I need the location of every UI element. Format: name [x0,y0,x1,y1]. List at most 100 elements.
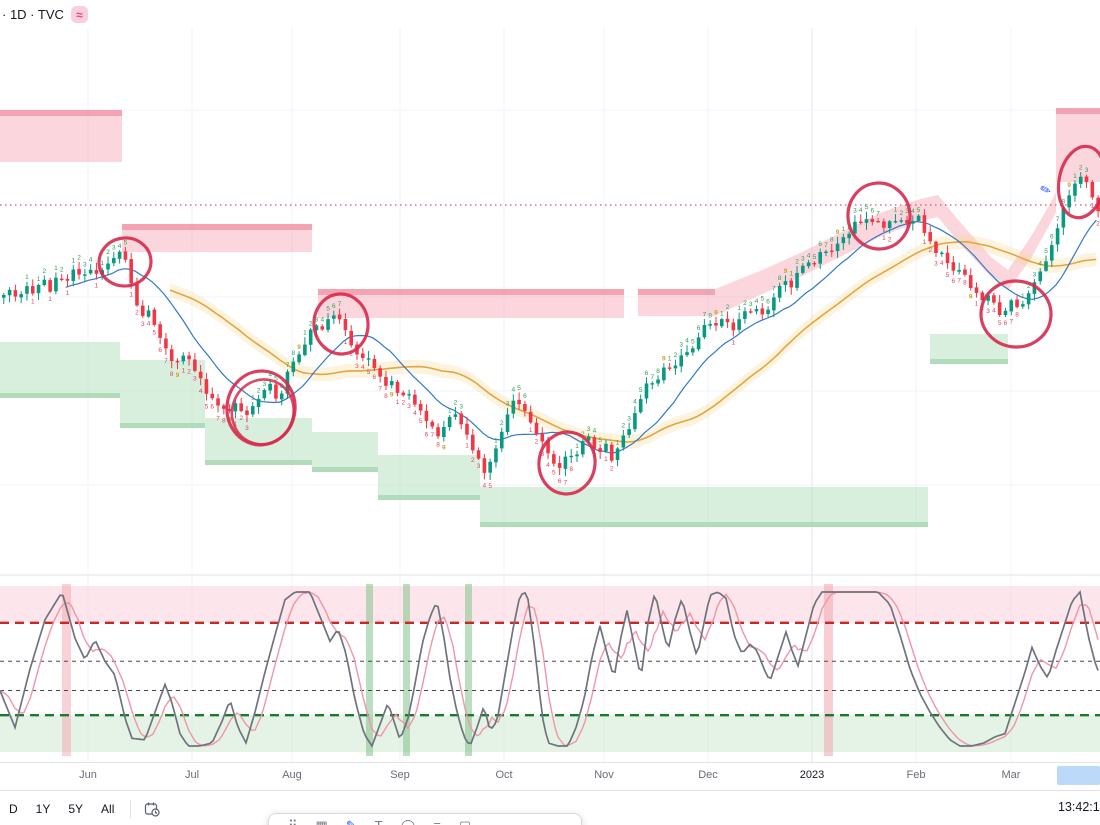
menu-icon[interactable]: ≡ [424,817,450,825]
svg-text:1: 1 [894,207,898,214]
text-tool-icon[interactable]: T [366,817,392,825]
svg-text:5: 5 [760,296,764,303]
svg-text:1: 1 [465,443,469,450]
svg-text:4: 4 [320,317,324,324]
svg-text:2: 2 [1079,165,1083,172]
svg-text:2: 2 [928,247,932,254]
svg-text:4: 4 [685,338,689,345]
svg-text:1: 1 [616,440,620,447]
svg-text:1: 1 [975,301,979,308]
session-clock[interactable]: 13:42:19 [1058,800,1100,814]
svg-text:3: 3 [853,208,857,215]
box-tool-icon[interactable]: ▢ [450,817,480,825]
svg-text:3: 3 [407,403,411,410]
brush-icon[interactable]: ✎ [337,817,366,825]
circle-tool-icon[interactable]: ◯ [392,817,425,825]
svg-text:5: 5 [865,204,869,211]
symbol-title: · 1D · TVC [2,7,64,22]
svg-text:6: 6 [952,278,956,285]
svg-text:6: 6 [373,374,377,381]
svg-text:2: 2 [674,352,678,359]
time-axis-label: Nov [594,769,614,781]
svg-text:1: 1 [251,395,255,402]
svg-text:2: 2 [743,300,747,307]
svg-text:1: 1 [71,258,75,265]
drawing-cursor-icon: ✎ [1038,181,1053,199]
svg-text:6: 6 [210,403,214,410]
svg-text:4: 4 [940,260,944,267]
time-axis-highlight [1057,766,1100,785]
svg-text:1: 1 [1091,203,1095,210]
svg-text:1: 1 [1073,173,1077,180]
svg-text:3: 3 [679,341,683,348]
svg-text:2: 2 [888,236,892,243]
range-button-all[interactable]: All [101,801,115,816]
svg-text:8: 8 [778,275,782,282]
svg-text:3: 3 [627,415,631,422]
go-to-date-icon[interactable] [138,799,166,819]
svg-text:4: 4 [89,257,93,264]
annotation-layer: ✎ [97,144,1100,496]
svg-text:5: 5 [124,239,128,246]
svg-text:9: 9 [969,294,973,301]
svg-text:3: 3 [141,321,145,328]
svg-text:7: 7 [430,432,434,439]
svg-text:1: 1 [100,260,104,267]
svg-text:1: 1 [303,330,307,337]
range-button-1y[interactable]: 1Y [35,801,51,816]
svg-text:2: 2 [43,268,47,275]
svg-text:3: 3 [1033,272,1037,279]
svg-text:1: 1 [66,290,70,297]
svg-text:5: 5 [488,483,492,490]
ideas-badge-icon[interactable]: ≈ [70,6,88,23]
svg-text:4: 4 [633,399,637,406]
svg-text:4: 4 [859,207,863,214]
svg-text:5: 5 [517,385,521,392]
svg-text:7: 7 [650,374,654,381]
svg-text:4: 4 [992,308,996,315]
svg-text:5: 5 [946,272,950,279]
svg-text:7: 7 [703,311,707,318]
svg-text:7: 7 [564,479,568,486]
svg-text:8: 8 [222,417,226,424]
range-button-5y[interactable]: 5Y [68,801,84,816]
drag-handle-icon[interactable]: ⠿ [279,817,307,825]
svg-text:7: 7 [378,385,382,392]
svg-text:1: 1 [31,299,35,306]
time-axis-label: Jun [79,769,97,781]
svg-text:8: 8 [1015,311,1019,318]
svg-text:2: 2 [135,310,139,317]
svg-text:2: 2 [610,465,614,472]
svg-text:2: 2 [349,351,353,358]
svg-text:1: 1 [234,421,238,428]
svg-text:4: 4 [147,321,151,328]
svg-text:1: 1 [129,292,133,299]
svg-text:5: 5 [153,330,157,337]
svg-text:5: 5 [813,254,817,261]
svg-text:4: 4 [911,208,915,215]
svg-text:2: 2 [239,415,243,422]
time-axis[interactable]: Jun Jul Aug Sep Oct Nov Dec 2023 Feb Mar [0,762,1100,791]
svg-text:9: 9 [662,356,666,363]
layout-grid-icon[interactable]: ▦ [307,817,337,825]
svg-text:7: 7 [286,362,290,369]
svg-text:8: 8 [708,313,712,320]
floating-toolbar[interactable]: ⠿▦✎T◯≡▢ [268,813,582,825]
svg-text:1: 1 [95,283,99,290]
svg-text:6: 6 [818,241,822,248]
svg-text:6: 6 [645,370,649,377]
range-button-d[interactable]: D [9,801,18,816]
svg-text:3: 3 [934,260,938,267]
svg-text:2: 2 [1096,221,1100,228]
svg-text:9: 9 [714,309,718,316]
time-axis-label: Mar [1001,769,1021,781]
svg-text:5: 5 [419,418,423,425]
svg-text:5: 5 [1044,248,1048,255]
svg-text:3: 3 [986,308,990,315]
time-axis-label: Feb [906,769,926,781]
svg-text:3: 3 [587,426,591,433]
oscillator-layer [0,584,1100,756]
svg-text:7: 7 [824,242,828,249]
candles-layer [2,172,1100,481]
